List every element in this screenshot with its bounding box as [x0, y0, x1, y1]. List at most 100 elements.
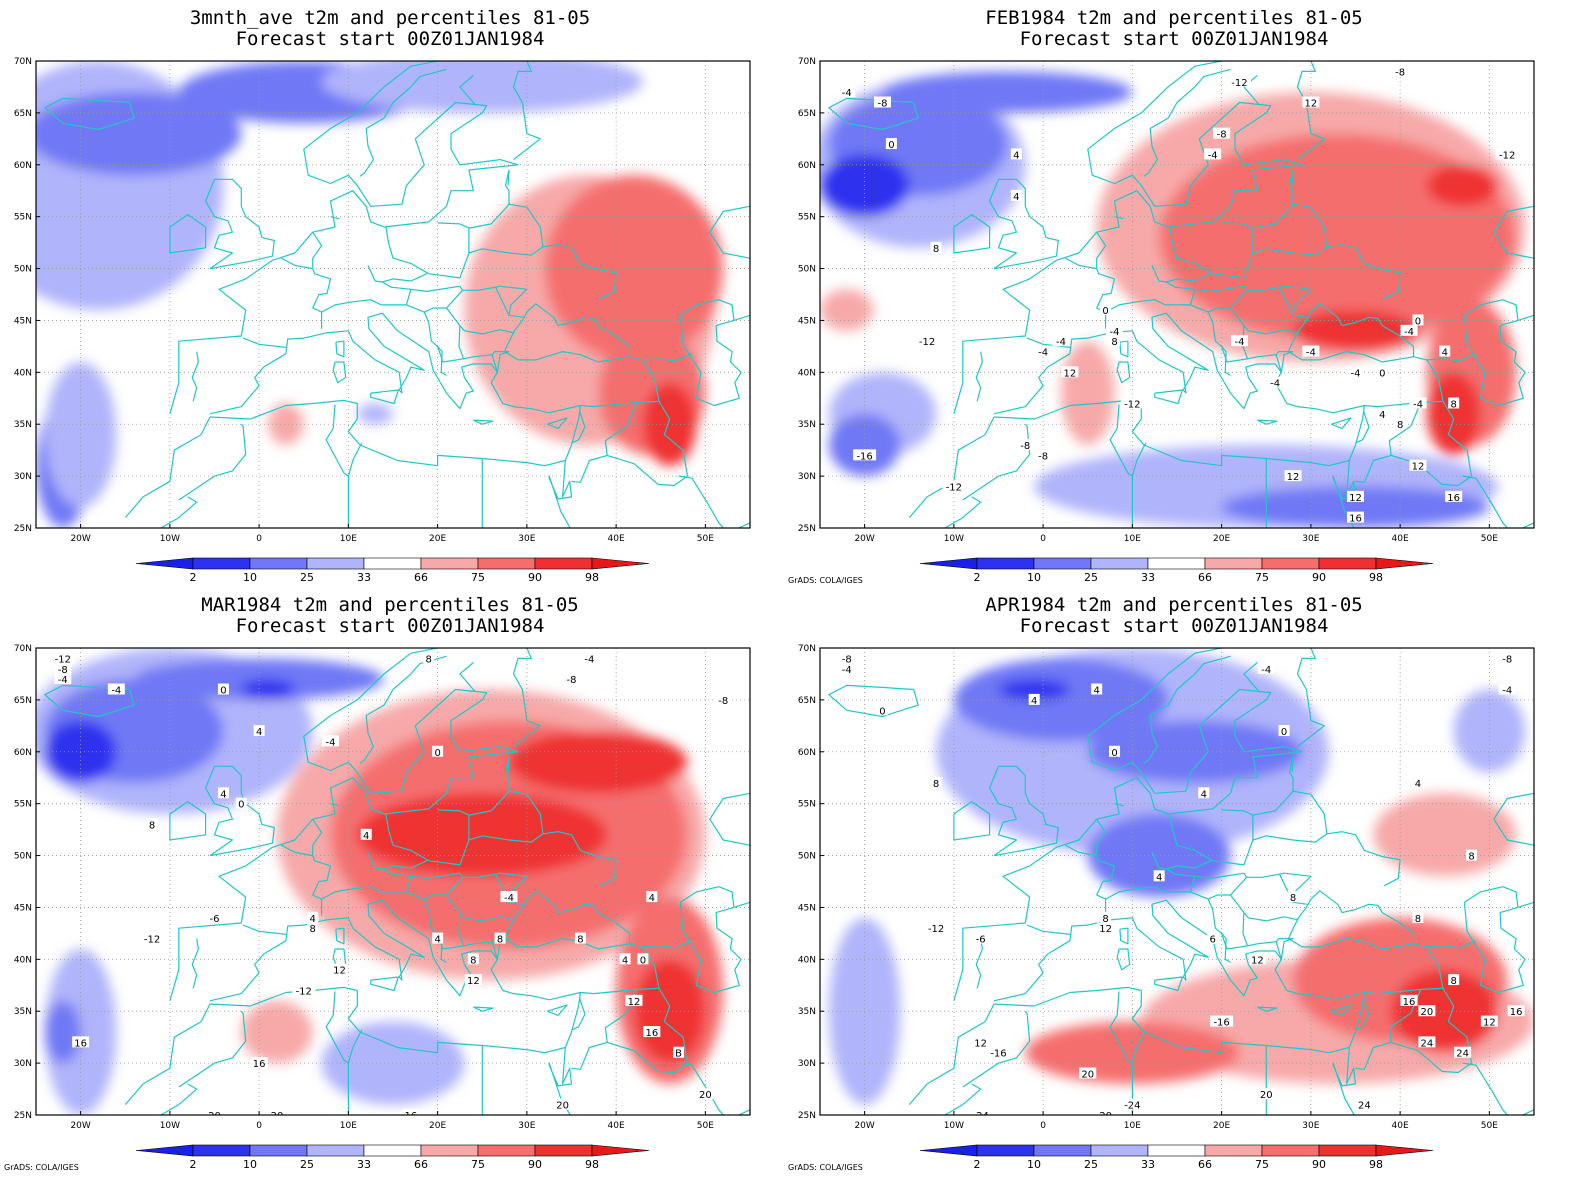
coastline: [953, 801, 991, 841]
contour-label-box: [423, 652, 435, 664]
percentile-area: [828, 413, 901, 477]
lat-tick-label: 25N: [14, 1111, 32, 1121]
coastline: [1292, 790, 1401, 887]
contour-label: -8: [1502, 654, 1512, 665]
contour-label: -4: [58, 675, 68, 686]
coastline: [406, 872, 464, 900]
contour-label-box: [253, 725, 265, 737]
contour-label-box: [625, 994, 643, 1006]
contour-label-box: [1445, 490, 1463, 502]
lat-tick-label: 50N: [798, 852, 816, 862]
contour-label: -4: [1404, 327, 1414, 338]
contour-label-box: [1028, 693, 1040, 705]
lon-tick-label: 30E: [518, 1121, 535, 1131]
contour-label-box: [1287, 891, 1299, 903]
coastline: [335, 340, 345, 358]
colorbar-label: 98: [585, 571, 599, 584]
coastline: [242, 337, 286, 348]
colorbar-label: 90: [1312, 571, 1326, 584]
coastline: [944, 1083, 982, 1115]
panel-avg: 3mnth_ave t2m and percentiles 81-05 Fore…: [0, 0, 780, 590]
contour-label: -4: [1261, 665, 1271, 676]
coastline: [1246, 286, 1308, 318]
colorbar-arrow-high: [591, 1144, 650, 1157]
lon-tick-label: 10W: [944, 534, 964, 544]
contour-label-box: [1439, 345, 1451, 357]
coastline: [1131, 442, 1147, 477]
coastline: [953, 214, 991, 254]
coastline: [446, 307, 515, 335]
coastline: [571, 997, 586, 1031]
lon-tick-label: 10E: [340, 1121, 357, 1131]
lon-tick-label: 20W: [70, 1121, 90, 1131]
colorbar-segment: [1033, 1144, 1092, 1157]
contour-label: 12: [1349, 493, 1362, 504]
coastline: [733, 901, 750, 908]
coastline: [1364, 943, 1444, 995]
contour-label-box: [1016, 438, 1034, 450]
colorbar-segment: [1318, 1144, 1377, 1157]
contour-label-box: [1409, 459, 1427, 471]
coastline: [381, 868, 412, 893]
coastline: [1190, 285, 1248, 313]
coastline: [169, 648, 527, 1001]
lat-tick-label: 50N: [14, 265, 32, 275]
lon-tick-label: 20E: [1213, 1121, 1230, 1131]
coastline: [406, 285, 464, 313]
coastline: [1391, 454, 1472, 487]
colorbar-arrow-low: [919, 1144, 978, 1157]
contour-label-box: [885, 138, 897, 150]
coastline: [191, 351, 199, 402]
contour-label-box: [915, 335, 939, 347]
coastline: [178, 423, 247, 501]
contour-label-box: [1412, 776, 1424, 788]
contour-label-box: [930, 776, 942, 788]
colorbar-segment: [363, 557, 422, 570]
colorbar-label: 10: [1027, 571, 1041, 584]
colorbar-segment: [976, 557, 1035, 570]
percentile-area: [1087, 720, 1302, 783]
colorbar-label: 2: [190, 1158, 197, 1171]
contour-label: 4: [1031, 696, 1037, 707]
contour-label-box: [1061, 366, 1079, 378]
coastline: [359, 655, 447, 764]
contour-label: 8: [577, 935, 583, 946]
coastline: [828, 684, 919, 718]
coastline: [370, 976, 399, 992]
coastline: [491, 351, 510, 373]
contour-label-box: [1079, 1067, 1097, 1079]
contour-label-box: [1418, 1036, 1436, 1048]
contour-label: 12: [1305, 99, 1318, 110]
contour-label-box: [1120, 1098, 1144, 1110]
coastline: [1114, 803, 1124, 807]
lat-tick-label: 65N: [14, 696, 32, 706]
panel-subtitle: Forecast start 00Z01JAN1984: [1019, 28, 1329, 50]
panel-subtitle: Forecast start 00Z01JAN1984: [1019, 615, 1329, 637]
contour-label-box: [1106, 324, 1124, 336]
contour-label-box: [1097, 922, 1115, 934]
colorbar-segment: [192, 1144, 251, 1157]
contour-label: -24: [972, 1111, 988, 1122]
contour-label-box: [54, 662, 72, 674]
coastline: [1517, 314, 1534, 321]
coastline: [1391, 1041, 1472, 1074]
percentile-area: [1293, 310, 1418, 352]
coastline: [459, 662, 476, 692]
coastline: [473, 419, 494, 425]
coastline: [1165, 281, 1196, 306]
lat-tick-label: 70N: [798, 57, 816, 67]
coastline: [679, 299, 742, 407]
coastline: [1151, 852, 1212, 870]
coastline: [169, 214, 207, 254]
lat-tick-label: 40N: [798, 368, 816, 378]
colorbar-segment: [249, 1144, 308, 1157]
credit: GrADS: COLA/IGES: [788, 576, 863, 585]
contour-label-box: [1097, 1109, 1115, 1115]
contour-label: 4: [1093, 686, 1099, 697]
colorbar: 2 10 25 33 66 75 90 98: [919, 557, 1434, 584]
percentile-area: [36, 92, 242, 176]
colorbar-label: 90: [1312, 1158, 1326, 1171]
coastline: [1288, 890, 1415, 950]
coastline: [944, 496, 982, 528]
coastline: [1463, 299, 1526, 407]
